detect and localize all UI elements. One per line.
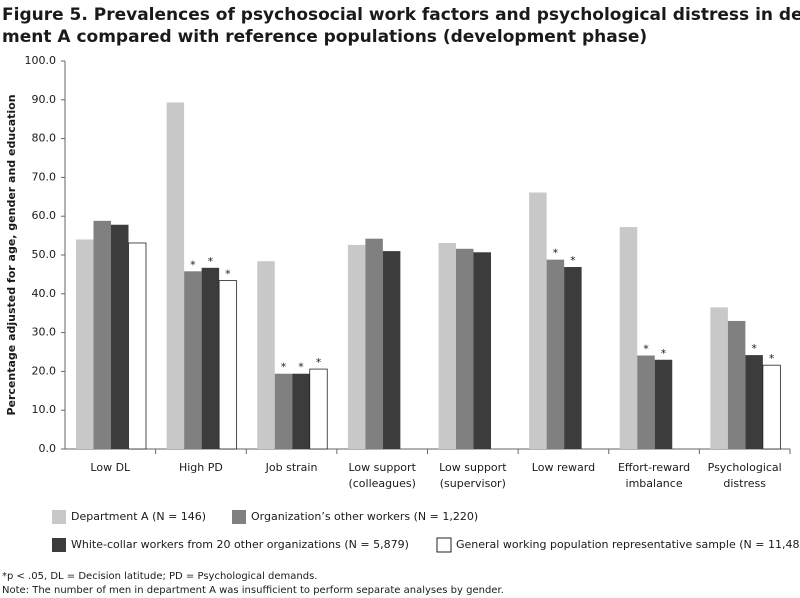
legend-swatch — [232, 510, 246, 524]
y-tick-label: 80.0 — [32, 132, 57, 145]
bar — [456, 248, 474, 449]
bar — [762, 364, 781, 450]
bar — [93, 220, 111, 449]
marker: * — [281, 361, 287, 374]
bar — [365, 238, 383, 449]
marker: * — [769, 352, 775, 365]
legend-swatch — [52, 510, 66, 524]
y-tick-label: 10.0 — [32, 403, 57, 416]
x-tick-label: Low DL — [90, 461, 131, 474]
marker: * — [570, 254, 576, 267]
x-tick-label: distress — [723, 477, 766, 490]
bar — [382, 251, 401, 449]
footnote: *p < .05, DL = Decision latitude; PD = P… — [2, 571, 317, 582]
chart-title: ment A compared with reference populatio… — [2, 27, 647, 47]
bar — [184, 271, 202, 449]
marker: * — [208, 255, 214, 268]
y-tick-label: 50.0 — [32, 248, 57, 261]
legend-swatch — [436, 537, 452, 553]
marker: * — [190, 258, 196, 271]
bar — [76, 239, 94, 449]
bar — [654, 359, 673, 449]
x-tick-label: Psychological — [708, 461, 782, 474]
legend-swatch — [52, 538, 66, 552]
y-tick-label: 100.0 — [25, 54, 57, 67]
bar — [274, 373, 293, 449]
bar — [727, 320, 746, 449]
y-tick-label: 0.0 — [39, 442, 57, 455]
legend-label: General working population representativ… — [456, 538, 800, 551]
x-tick-label: (colleagues) — [348, 477, 415, 490]
x-tick-label: (supervisor) — [440, 477, 506, 490]
x-tick-label: Effort-reward — [618, 461, 690, 474]
x-tick-label: Low support — [348, 461, 416, 474]
bar — [546, 259, 565, 449]
x-tick-label: High PD — [179, 461, 223, 474]
bar — [309, 368, 328, 450]
bar — [218, 280, 238, 450]
bar — [529, 192, 547, 450]
bar — [111, 224, 129, 449]
legend-label: White-collar workers from 20 other organ… — [71, 538, 409, 551]
y-tick-label: 60.0 — [32, 209, 57, 222]
bar — [257, 261, 275, 449]
marker: * — [661, 347, 667, 360]
y-tick-label: 20.0 — [32, 364, 57, 377]
marker: * — [225, 268, 231, 281]
bar — [347, 244, 366, 449]
x-tick-label: Low reward — [532, 461, 595, 474]
bar — [473, 252, 491, 449]
legend-label: Organization’s other workers (N = 1,220) — [251, 510, 478, 523]
bar — [564, 267, 582, 449]
marker: * — [553, 247, 559, 260]
y-tick-label: 90.0 — [32, 93, 57, 106]
bar — [745, 355, 763, 449]
chart-title: Figure 5. Prevalences of psychosocial wo… — [2, 5, 800, 25]
marker: * — [751, 342, 757, 355]
y-axis-label: Percentage adjusted for age, gender and … — [5, 94, 18, 415]
y-tick-label: 40.0 — [32, 287, 57, 300]
footnote: Note: The number of men in department A … — [2, 585, 504, 596]
bar — [710, 307, 728, 449]
bar — [292, 373, 310, 449]
x-tick-label: Low support — [439, 461, 507, 474]
legend-label: Department A (N = 146) — [71, 510, 206, 523]
marker: * — [298, 361, 304, 374]
bar — [166, 102, 185, 450]
marker: * — [643, 342, 649, 355]
bar — [128, 242, 147, 450]
y-tick-label: 30.0 — [32, 326, 57, 339]
x-tick-label: imbalance — [626, 477, 683, 490]
bar — [201, 267, 220, 449]
y-tick-label: 70.0 — [32, 170, 57, 183]
marker: * — [316, 356, 322, 369]
bar — [438, 242, 456, 449]
bar — [637, 355, 655, 449]
x-tick-label: Job strain — [265, 461, 318, 474]
bar — [619, 227, 638, 449]
